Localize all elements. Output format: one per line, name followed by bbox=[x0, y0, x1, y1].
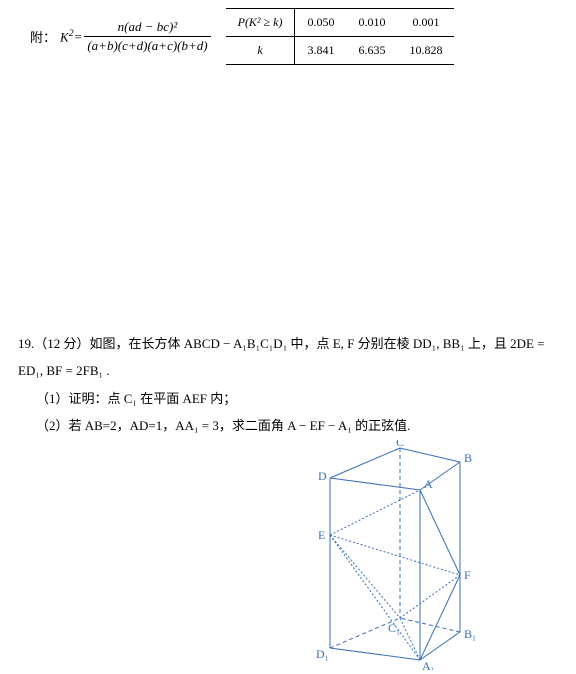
chi-square-table: P(K² ≥ k) 0.050 0.010 0.001 k 3.841 6.63… bbox=[226, 8, 455, 65]
label-C1: C₁ bbox=[388, 621, 400, 635]
formula-and-table: 附： K2 = n(ad − bc)² (a+b)(c+d)(a+c)(b+d)… bbox=[0, 0, 576, 65]
problem-stem: 19.（12 分）如图，在长方体 ABCD − A₁B₁C₁D₁ 中，点 E, … bbox=[18, 330, 558, 385]
problem-part-2: （2）若 AB=2，AD=1，AA₁ = 3，求二面角 A − EF − A₁ … bbox=[36, 412, 558, 439]
k-cell: 6.635 bbox=[346, 37, 397, 65]
k-cell: 10.828 bbox=[397, 37, 454, 65]
formula-eq: = bbox=[74, 29, 83, 45]
label-B1: B₁ bbox=[464, 627, 476, 641]
prism-svg: C B D A E F C₁ B₁ D₁ A₁ bbox=[290, 440, 490, 670]
p-cell: 0.001 bbox=[397, 9, 454, 37]
prism-figure: C B D A E F C₁ B₁ D₁ A₁ bbox=[290, 440, 490, 674]
label-E: E bbox=[318, 528, 325, 542]
formula-lhs: K2 bbox=[60, 28, 74, 45]
problem-19: 19.（12 分）如图，在长方体 ABCD − A₁B₁C₁D₁ 中，点 E, … bbox=[18, 330, 558, 439]
formula-prefix: 附： bbox=[30, 27, 56, 46]
header-label: P(K² ≥ k) bbox=[226, 9, 295, 37]
chi-square-formula: 附： K2 = n(ad − bc)² (a+b)(c+d)(a+c)(b+d) bbox=[30, 18, 211, 55]
table-header-row: P(K² ≥ k) 0.050 0.010 0.001 bbox=[226, 9, 455, 37]
fraction-numerator: n(ad − bc)² bbox=[115, 18, 181, 36]
label-F: F bbox=[464, 568, 471, 582]
k-cell: 3.841 bbox=[295, 37, 347, 65]
problem-part-1: （1）证明：点 C₁ 在平面 AEF 内； bbox=[36, 385, 558, 412]
table-data-row: k 3.841 6.635 10.828 bbox=[226, 37, 455, 65]
label-A1: A₁ bbox=[422, 659, 435, 670]
label-D1: D₁ bbox=[316, 647, 329, 661]
label-A: A bbox=[424, 477, 433, 491]
label-D: D bbox=[318, 469, 327, 483]
p-cell: 0.010 bbox=[346, 9, 397, 37]
formula-fraction: n(ad − bc)² (a+b)(c+d)(a+c)(b+d) bbox=[84, 18, 210, 55]
row-label: k bbox=[226, 37, 295, 65]
label-C: C bbox=[396, 440, 404, 449]
label-B: B bbox=[464, 451, 472, 465]
p-cell: 0.050 bbox=[295, 9, 347, 37]
fraction-denominator: (a+b)(c+d)(a+c)(b+d) bbox=[84, 37, 210, 55]
